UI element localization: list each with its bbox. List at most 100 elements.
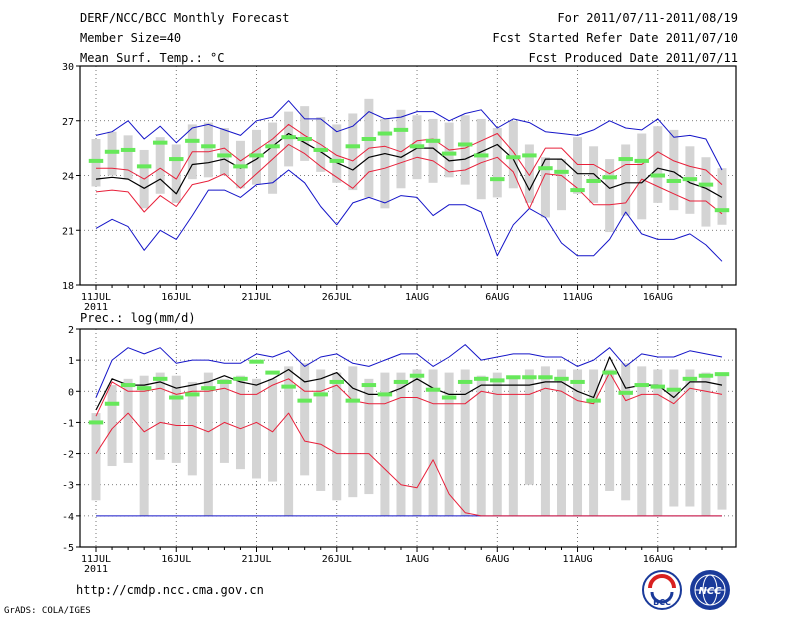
- panel2-box: [460, 369, 470, 516]
- panel1-box: [219, 128, 229, 176]
- panel1-green-marker: [586, 178, 601, 183]
- panel2-green-marker: [249, 359, 264, 364]
- panel1-x-tick-label: 26JUL: [322, 292, 352, 303]
- panel2-green-marker: [152, 376, 168, 381]
- panel2-green-marker: [409, 373, 425, 378]
- panel2-box: [605, 369, 615, 491]
- panel2-box: [380, 372, 390, 516]
- panel2-y-tick-label: -5: [62, 543, 74, 554]
- panel2-x-tick-label: 21JUL: [241, 554, 271, 565]
- panel1-box: [508, 120, 518, 189]
- panel2-green-marker: [329, 379, 344, 384]
- panel2-box: [219, 378, 229, 463]
- panel2-green-marker: [281, 384, 296, 389]
- panel2-box: [332, 372, 342, 501]
- panel1-box: [717, 168, 727, 225]
- panel2-x-year-label: 2011: [84, 564, 108, 575]
- panel2-box: [717, 375, 727, 510]
- panel2-green-marker: [570, 379, 585, 384]
- panel2-box: [252, 378, 262, 479]
- panel2-green-marker: [554, 376, 569, 381]
- panel1-x-tick-label: 11AUG: [562, 292, 592, 303]
- ncc-logo-icon: NCC: [690, 570, 730, 610]
- panel2-green-marker: [233, 376, 248, 381]
- panel2-green-marker: [441, 395, 457, 400]
- panel1-box: [123, 135, 133, 180]
- panel2-green-marker: [457, 379, 473, 384]
- panel2-box: [508, 375, 518, 516]
- precip-variable-label: Prec.: log(mm/d): [80, 311, 196, 325]
- panel1-frame: [79, 65, 737, 286]
- panel1-box: [348, 113, 358, 191]
- panel1-box: [701, 157, 711, 227]
- panel1-blue-upper-line: [95, 100, 723, 171]
- panel1-box: [396, 109, 406, 189]
- panel1-red-lower-line: [95, 144, 723, 215]
- panel1-green-marker: [522, 153, 537, 158]
- source-url[interactable]: http://cmdp.ncc.cma.gov.cn: [76, 583, 264, 597]
- panel1-blue-lower-line: [95, 169, 723, 262]
- panel1-box: [540, 157, 550, 218]
- panel1-x-tick-label: 16JUL: [161, 292, 191, 303]
- refer-date: Fcst Started Refer Date 2011/07/10: [492, 31, 738, 45]
- header-left: DERF/NCC/BCC Monthly Forecast Member Siz…: [80, 11, 290, 71]
- panel2-box: [428, 369, 438, 516]
- panel2-green-marker: [297, 398, 312, 403]
- panel2-green-marker: [634, 383, 649, 388]
- panel1-box: [492, 128, 502, 198]
- panel2-x-tick-label: 26JUL: [322, 554, 352, 565]
- panel2-green-marker: [506, 375, 521, 380]
- panel1-box: [171, 144, 181, 203]
- produced-date: Fcst Produced Date 2011/07/11: [528, 51, 738, 65]
- panel2-box: [316, 369, 326, 491]
- panel2-box: [171, 375, 181, 463]
- panel1-green-marker: [249, 153, 264, 158]
- panel1-box: [669, 129, 679, 211]
- panel2-y-tick-label: 2: [68, 325, 74, 336]
- panel1-box: [573, 137, 583, 194]
- panel1-green-marker: [233, 164, 248, 169]
- panel1-green-marker: [490, 177, 505, 182]
- panel2-green-marker: [666, 387, 682, 392]
- panel1-box: [460, 115, 470, 185]
- panel2-box: [300, 363, 310, 476]
- panel1-median-line: [95, 132, 723, 198]
- panel2-box: [155, 372, 165, 460]
- panel2-median-line: [95, 356, 723, 411]
- panel2-y-tick-label: 1: [68, 356, 74, 367]
- panel1-box: [556, 159, 566, 211]
- panel1-y-tick-label: 27: [62, 117, 74, 128]
- panel2-green-marker: [698, 373, 714, 378]
- panel2-box: [476, 375, 486, 516]
- panel1-box: [605, 159, 615, 233]
- panel1-green-marker: [714, 208, 730, 213]
- panel2-x-tick-label: 6AUG: [485, 554, 509, 565]
- temp-variable-label: Mean Surf. Temp.: °C: [80, 51, 225, 65]
- panel1-box: [621, 144, 631, 216]
- panel1-green-marker: [425, 138, 441, 143]
- panel2-box: [621, 363, 631, 501]
- panel2-green-marker: [265, 370, 280, 375]
- panel1-x-tick-label: 6AUG: [485, 292, 509, 303]
- panel2-box: [91, 413, 101, 501]
- panel2-x-tick-label: 16AUG: [643, 554, 673, 565]
- bcc-logo-text: BCC: [653, 598, 671, 607]
- panel2-y-tick-label: -2: [62, 450, 74, 461]
- logos: BCC NCC: [642, 570, 730, 610]
- panel1-box: [428, 118, 438, 183]
- panel1-green-marker: [506, 155, 521, 160]
- panel1-green-marker: [666, 178, 682, 183]
- panel2-box: [139, 375, 149, 516]
- panel2-green-marker: [361, 383, 377, 388]
- panel1-x-tick-label: 11JUL: [81, 292, 111, 303]
- panel1-green-marker: [554, 169, 569, 174]
- panel1-green-marker: [409, 144, 425, 149]
- panel2-box: [637, 366, 647, 516]
- panel2-y-tick-label: -3: [62, 481, 74, 492]
- panel1-green-marker: [682, 177, 698, 182]
- panel1-box: [476, 118, 486, 200]
- panel2-box: [669, 369, 679, 507]
- bcc-logo-icon: BCC: [642, 570, 682, 610]
- panel2-box: [444, 372, 454, 516]
- panel1-box: [332, 124, 342, 183]
